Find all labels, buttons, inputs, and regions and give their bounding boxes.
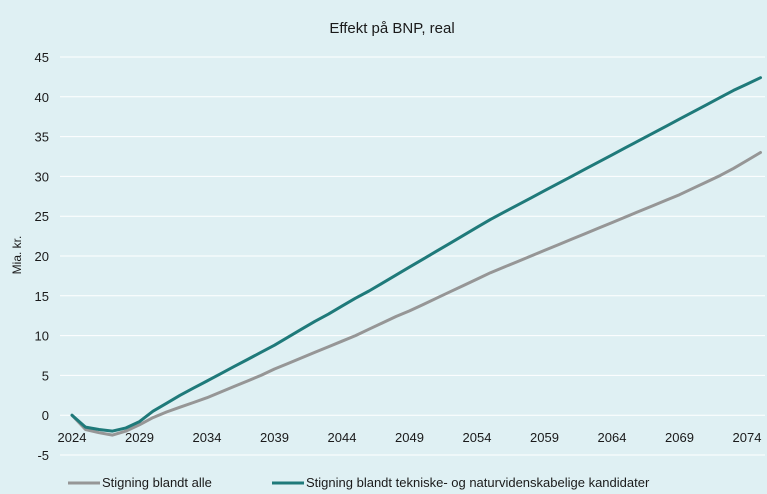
- legend: Stigning blandt alle Stigning blandt tekn…: [68, 475, 650, 490]
- x-tick-label: 2069: [665, 430, 694, 445]
- legend-label-1: Stigning blandt alle: [102, 475, 212, 490]
- y-tick-label: 0: [42, 408, 49, 423]
- x-tick-labels: 2024 2029 2034 2039 2044 2049 2054 2059 2064 2069…: [58, 430, 762, 445]
- grid-lines: [60, 56, 765, 456]
- y-tick-label: -5: [37, 448, 49, 463]
- y-axis-label: Mia. kr.: [10, 236, 24, 275]
- series-lines: [70, 76, 762, 437]
- x-tick-label: 2054: [463, 430, 492, 445]
- y-tick-label: 15: [35, 289, 49, 304]
- y-tick-label: 35: [35, 130, 49, 145]
- x-tick-label: 2049: [395, 430, 424, 445]
- x-tick-label: 2064: [598, 430, 627, 445]
- y-tick-label: 5: [42, 368, 49, 383]
- x-tick-label: 2044: [328, 430, 357, 445]
- x-tick-label: 2024: [58, 430, 87, 445]
- y-tick-label: 20: [35, 249, 49, 264]
- x-tick-label: 2029: [125, 430, 154, 445]
- chart-title: Effekt på BNP, real: [329, 20, 454, 37]
- x-tick-label: 2039: [260, 430, 289, 445]
- series-line-2: [70, 76, 762, 433]
- y-tick-label: 30: [35, 169, 49, 184]
- x-tick-label: 2074: [733, 430, 762, 445]
- x-tick-label: 2059: [530, 430, 559, 445]
- y-tick-label: 45: [35, 50, 49, 65]
- series-line-1: [70, 151, 762, 437]
- x-tick-label: 2034: [193, 430, 222, 445]
- legend-label-2: Stigning blandt tekniske- og naturvidens…: [306, 475, 650, 490]
- y-tick-label: 25: [35, 209, 49, 224]
- y-tick-labels: -5 0 5 10 15 20 25 30 35 40 45: [35, 50, 49, 463]
- y-tick-label: 10: [35, 329, 49, 344]
- y-tick-label: 40: [35, 90, 49, 105]
